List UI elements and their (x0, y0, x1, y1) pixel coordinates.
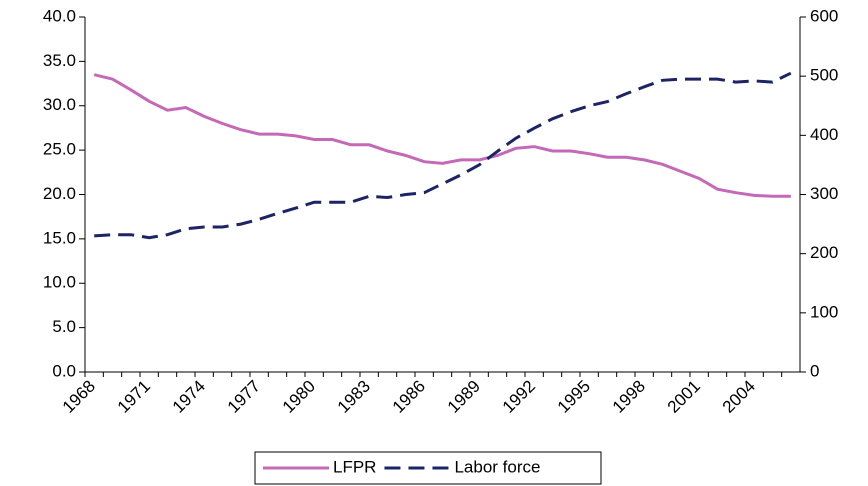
y-tick-label: 10.0 (43, 273, 76, 292)
y-tick-label: 20.0 (43, 184, 76, 203)
x-tick-label: 1968 (59, 377, 99, 417)
y2-tick-label: 600 (810, 6, 838, 25)
x-tick-label: 1998 (609, 377, 649, 417)
x-tick-label: 1983 (334, 377, 374, 417)
legend-label: LFPR (333, 457, 376, 476)
x-tick-label: 1974 (169, 377, 209, 417)
x-tick-label: 1980 (279, 377, 319, 417)
series-line (93, 73, 791, 198)
series-line (94, 71, 792, 240)
y2-tick-label: 0 (810, 361, 819, 380)
x-tick-label: 1989 (444, 377, 484, 417)
y-tick-label: 15.0 (43, 228, 76, 247)
legend-label: Labor force (454, 457, 540, 476)
y-tick-label: 40.0 (43, 6, 76, 25)
x-tick-label: 1971 (114, 377, 154, 417)
y-tick-label: 5.0 (52, 317, 76, 336)
y2-tick-label: 400 (810, 125, 838, 144)
x-tick-label: 1977 (224, 377, 264, 417)
x-tick-label: 1995 (554, 377, 594, 417)
y2-tick-label: 500 (810, 66, 838, 85)
x-tick-label: 2004 (719, 377, 759, 417)
y2-tick-label: 200 (810, 243, 838, 262)
y-tick-label: 30.0 (43, 95, 76, 114)
y-tick-label: 35.0 (43, 51, 76, 70)
y2-tick-label: 100 (810, 302, 838, 321)
x-tick-label: 1992 (499, 377, 539, 417)
y2-tick-label: 300 (810, 184, 838, 203)
y-tick-label: 25.0 (43, 140, 76, 159)
y-tick-label: 0.0 (52, 361, 76, 380)
x-tick-label: 1986 (389, 377, 429, 417)
x-tick-label: 2001 (664, 377, 704, 417)
